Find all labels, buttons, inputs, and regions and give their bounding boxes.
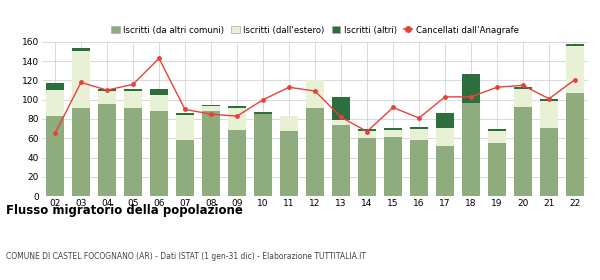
Bar [488,143,506,196]
Bar [436,113,454,128]
Bar [436,128,454,146]
Bar [384,137,402,196]
Bar [98,91,116,104]
Bar [46,83,64,90]
Bar [358,129,376,130]
Bar [540,101,558,128]
Bar [514,87,532,89]
Bar [228,130,246,196]
Bar [150,95,168,111]
Bar [46,116,64,196]
Bar [72,108,90,196]
Bar [566,44,584,46]
Legend: Iscritti (da altri comuni), Iscritti (dall'estero), Iscritti (altri), Cancellati: Iscritti (da altri comuni), Iscritti (da… [112,25,518,35]
Bar [358,130,376,138]
Bar [72,51,90,108]
Bar [410,127,428,129]
Bar [228,108,246,130]
Bar [358,138,376,196]
Bar [384,130,402,137]
Bar [72,48,90,51]
Bar [202,106,220,111]
Bar [540,99,558,101]
Bar [254,114,272,196]
Bar [306,108,324,196]
Bar [176,140,194,196]
Bar [462,74,480,103]
Bar [124,89,142,91]
Text: Flusso migratorio della popolazione: Flusso migratorio della popolazione [6,204,243,217]
Bar [514,108,532,196]
Bar [332,120,350,125]
Bar [488,129,506,130]
Bar [98,104,116,196]
Bar [150,111,168,196]
Bar [540,128,558,196]
Bar [566,46,584,93]
Bar [410,129,428,140]
Bar [280,116,298,130]
Bar [384,128,402,130]
Text: COMUNE DI CASTEL FOCOGNANO (AR) - Dati ISTAT (1 gen-31 dic) - Elaborazione TUTTI: COMUNE DI CASTEL FOCOGNANO (AR) - Dati I… [6,252,366,261]
Bar [202,104,220,106]
Bar [332,97,350,120]
Bar [306,80,324,108]
Bar [462,103,480,196]
Bar [176,115,194,140]
Bar [332,125,350,196]
Bar [514,89,532,108]
Bar [124,108,142,196]
Bar [566,93,584,196]
Bar [280,130,298,196]
Bar [150,89,168,95]
Bar [254,112,272,114]
Bar [228,106,246,108]
Bar [124,91,142,108]
Bar [176,113,194,115]
Bar [436,146,454,196]
Bar [410,140,428,196]
Bar [98,89,116,91]
Bar [46,90,64,116]
Bar [488,130,506,143]
Bar [202,111,220,196]
